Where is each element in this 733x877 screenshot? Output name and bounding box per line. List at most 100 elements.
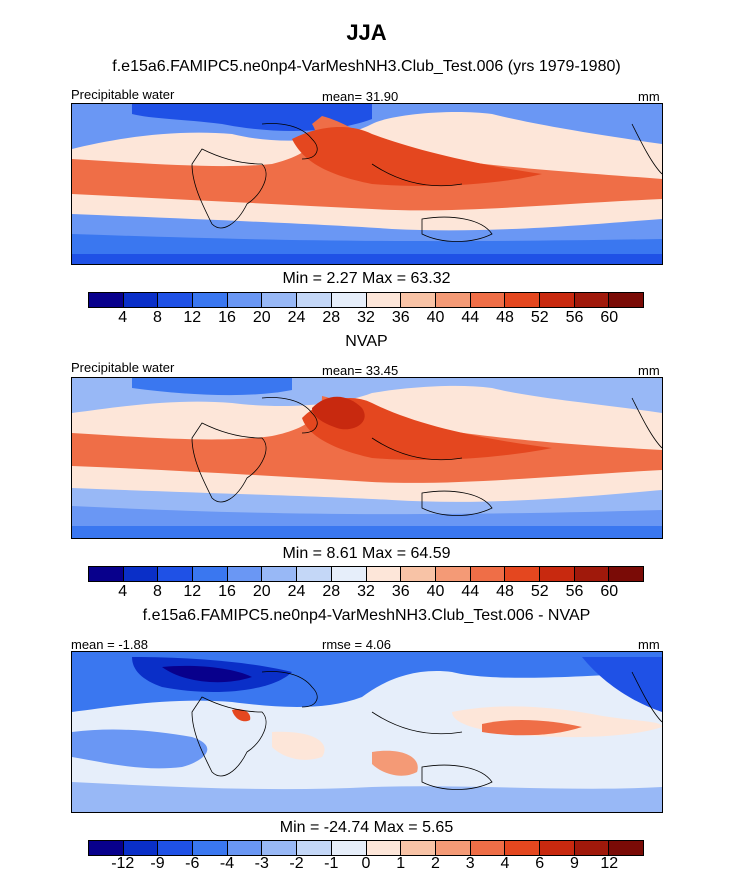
colorbar-swatch [609,293,643,307]
colorbar-tick-label: 0 [361,855,371,872]
colorbar-tick-label: 6 [535,855,545,872]
colorbar-tick-label: 12 [183,309,202,326]
panel-3-minmax: Min = -24.74 Max = 5.65 [279,819,454,836]
colorbar-swatch [435,293,471,307]
colorbar-tick-label: 32 [357,309,375,326]
colorbar-tick-label: 40 [426,583,445,600]
colorbar-tick-label: 28 [322,309,341,326]
panel-2-variable-label: Precipitable water [71,360,175,375]
panel-3-rmse-label: rmse = 4.06 [322,637,392,652]
colorbar-tick-label: 60 [600,309,619,326]
colorbar-tick-label: 24 [287,309,306,326]
colorbar-swatch [89,841,124,855]
colorbar-tick-label: 32 [357,583,375,600]
panel-2-mean-label: mean= 33.45 [322,363,399,378]
colorbar-tick-label: 52 [530,309,549,326]
panel-1-title: f.e15a6.FAMIPC5.ne0np4-VarMeshNH3.Club_T… [112,58,621,75]
colorbar-swatch [331,293,367,307]
colorbar-tick-label: 44 [461,309,480,326]
colorbar-swatch [401,841,436,855]
colorbar-tick-label: -9 [150,855,165,872]
panel-1-units-label: mm [638,89,660,104]
colorbar-swatch [158,567,194,581]
panel-3-units-label: mm [638,637,660,652]
colorbar-swatch [158,293,194,307]
panel-2-colorbar-ticks: 4 8 12 16 20 24 28 32 36 40 44 48 52 56 60 [88,583,644,601]
panel-2-minmax: Min = 8.61 Max = 64.59 [282,545,451,562]
panel-3-colorbar [88,840,644,856]
colorbar-swatch [366,293,402,307]
colorbar-tick-label: 4 [500,855,510,872]
colorbar-tick-label: 2 [431,855,440,872]
colorbar-swatch [297,841,332,855]
colorbar-tick-label: 28 [322,583,341,600]
colorbar-tick-label: -2 [289,855,304,872]
colorbar-swatch [470,567,506,581]
colorbar-swatch [331,567,367,581]
colorbar-swatch [574,293,610,307]
colorbar-swatch [193,293,228,307]
colorbar-swatch [505,841,540,855]
colorbar-tick-label: 56 [565,583,584,600]
colorbar-tick-label: 48 [496,583,514,600]
colorbar-swatch [539,293,575,307]
panel-3-colorbar-ticks: -12 -9 -6 -4 -3 -2 -1 0 1 2 3 4 6 9 12 [88,855,644,873]
colorbar-swatch [539,567,575,581]
colorbar-swatch [574,841,610,855]
colorbar-tick-label: 24 [287,583,306,600]
colorbar-swatch [89,293,124,307]
colorbar-swatch [574,567,610,581]
colorbar-swatch [297,567,332,581]
panel-3-title: f.e15a6.FAMIPC5.ne0np4-VarMeshNH3.Club_T… [142,607,591,624]
colorbar-swatch [609,841,643,855]
colorbar-swatch [262,567,298,581]
panel-1-variable-label: Precipitable water [71,87,175,102]
colorbar-swatch [609,567,643,581]
colorbar-swatch [89,567,124,581]
colorbar-tick-label: 40 [426,309,445,326]
colorbar-swatch [227,293,263,307]
colorbar-swatch [470,841,506,855]
colorbar-swatch [227,841,263,855]
colorbar-swatch [123,841,159,855]
colorbar-tick-label: 20 [252,309,271,326]
colorbar-swatch [123,567,159,581]
colorbar-tick-label: 48 [496,309,514,326]
colorbar-tick-label: 36 [391,583,410,600]
colorbar-swatch [435,567,471,581]
colorbar-swatch [539,841,575,855]
colorbar-tick-label: 8 [153,309,162,326]
panel-3-mean-label: mean = -1.88 [71,637,148,652]
colorbar-tick-label: 4 [118,583,128,600]
colorbar-swatch [366,567,402,581]
colorbar-swatch [435,841,471,855]
panel-1-colorbar-ticks: 4 8 12 16 20 24 28 32 36 40 44 48 52 56 60 [88,309,644,327]
colorbar-tick-label: -1 [324,855,339,872]
colorbar-swatch [401,293,436,307]
panel-2-colorbar [88,566,644,582]
colorbar-swatch [262,841,298,855]
colorbar-swatch [366,841,402,855]
colorbar-tick-label: -3 [254,855,269,872]
colorbar-tick-label: 12 [183,583,202,600]
colorbar-swatch [193,841,228,855]
colorbar-tick-label: 36 [391,309,410,326]
colorbar-tick-label: 12 [600,855,619,872]
colorbar-swatch [401,567,436,581]
panel-1-map [71,103,663,265]
colorbar-swatch [193,567,228,581]
colorbar-swatch [331,841,367,855]
colorbar-tick-label: 1 [396,855,406,872]
panel-2-map [71,377,663,539]
colorbar-tick-label: 60 [600,583,619,600]
colorbar-swatch [505,293,540,307]
colorbar-swatch [297,293,332,307]
colorbar-swatch [227,567,263,581]
colorbar-tick-label: 4 [118,309,128,326]
colorbar-tick-label: 16 [218,309,236,326]
colorbar-tick-label: 3 [465,855,475,872]
panel-1-minmax: Min = 2.27 Max = 63.32 [282,270,451,287]
panel-1-mean-label: mean= 31.90 [322,89,399,104]
colorbar-tick-label: 52 [530,583,549,600]
colorbar-swatch [262,293,298,307]
